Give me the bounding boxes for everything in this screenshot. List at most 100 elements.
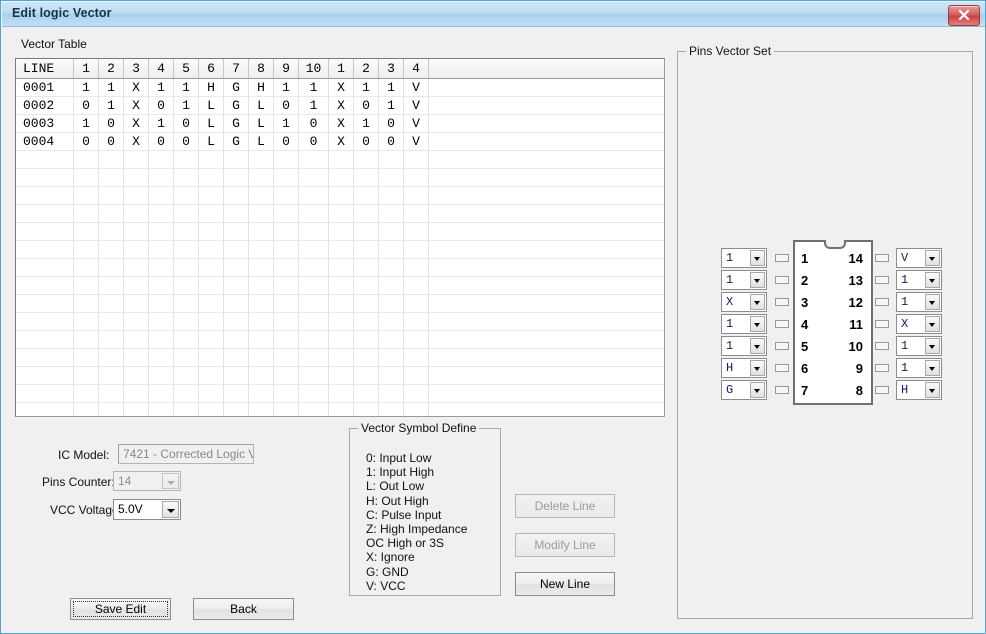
table-cell-empty[interactable] xyxy=(73,366,99,385)
chevron-down-icon[interactable] xyxy=(925,272,940,288)
table-cell-empty[interactable] xyxy=(98,330,124,349)
table-cell-empty[interactable] xyxy=(328,204,354,223)
table-cell[interactable]: 1 xyxy=(378,96,404,115)
table-cell-empty[interactable] xyxy=(73,402,99,416)
table-cell-empty[interactable] xyxy=(16,168,74,187)
table-cell-empty[interactable] xyxy=(248,312,274,331)
pin-3-select[interactable]: X xyxy=(721,292,767,312)
table-cell-empty[interactable] xyxy=(16,294,74,313)
table-row-empty[interactable] xyxy=(16,240,664,259)
table-cell[interactable]: 1 xyxy=(98,96,124,115)
table-cell[interactable]: 0 xyxy=(148,96,174,115)
table-cell-empty[interactable] xyxy=(198,222,224,241)
table-cell[interactable]: L xyxy=(248,96,274,115)
table-cell-empty[interactable] xyxy=(16,330,74,349)
chevron-down-icon[interactable] xyxy=(925,338,940,354)
table-cell-empty[interactable] xyxy=(16,366,74,385)
table-cell-empty[interactable] xyxy=(298,186,329,205)
table-cell-empty[interactable] xyxy=(248,348,274,367)
table-cell-empty[interactable] xyxy=(148,222,174,241)
table-cell-empty[interactable] xyxy=(223,222,249,241)
table-cell-empty[interactable] xyxy=(198,366,224,385)
pin-10-select[interactable]: 1 xyxy=(896,336,942,356)
table-cell[interactable]: 1 xyxy=(173,96,199,115)
table-cell-empty[interactable] xyxy=(273,204,299,223)
table-row-empty[interactable] xyxy=(16,222,664,241)
table-cell[interactable]: G xyxy=(223,96,249,115)
table-cell-empty[interactable] xyxy=(173,366,199,385)
table-cell-empty[interactable] xyxy=(248,222,274,241)
table-cell-empty[interactable] xyxy=(298,150,329,169)
table-cell-empty[interactable] xyxy=(198,384,224,403)
table-cell-empty[interactable] xyxy=(403,150,429,169)
table-cell-empty[interactable] xyxy=(273,384,299,403)
table-cell[interactable]: 1 xyxy=(73,78,99,97)
table-cell[interactable]: X xyxy=(328,96,354,115)
table-cell-line[interactable]: 0003 xyxy=(16,114,74,133)
table-cell-empty[interactable] xyxy=(98,222,124,241)
table-cell-empty[interactable] xyxy=(98,276,124,295)
table-cell-empty[interactable] xyxy=(173,294,199,313)
pin-2-select[interactable]: 1 xyxy=(721,270,767,290)
table-cell-empty[interactable] xyxy=(73,294,99,313)
table-cell-empty[interactable] xyxy=(148,330,174,349)
table-cell-empty[interactable] xyxy=(223,330,249,349)
table-cell-empty[interactable] xyxy=(223,204,249,223)
chevron-down-icon[interactable] xyxy=(750,338,765,354)
table-cell-empty[interactable] xyxy=(273,348,299,367)
table-cell-empty[interactable] xyxy=(148,204,174,223)
table-cell-empty[interactable] xyxy=(273,168,299,187)
chevron-down-icon[interactable] xyxy=(750,382,765,398)
table-cell-empty[interactable] xyxy=(353,276,379,295)
table-cell-empty[interactable] xyxy=(173,150,199,169)
table-cell-empty[interactable] xyxy=(378,330,404,349)
table-cell-empty[interactable] xyxy=(16,150,74,169)
table-cell-empty[interactable] xyxy=(378,222,404,241)
table-cell-empty[interactable] xyxy=(328,168,354,187)
table-cell[interactable]: 1 xyxy=(148,78,174,97)
table-cell[interactable]: V xyxy=(403,96,429,115)
table-cell-empty[interactable] xyxy=(378,258,404,277)
chevron-down-icon[interactable] xyxy=(925,360,940,376)
table-row-empty[interactable] xyxy=(16,384,664,403)
table-cell-empty[interactable] xyxy=(73,330,99,349)
table-cell-empty[interactable] xyxy=(298,168,329,187)
table-cell-empty[interactable] xyxy=(298,402,329,416)
table-cell-empty[interactable] xyxy=(273,366,299,385)
table-header-9-9[interactable]: 9 xyxy=(273,59,299,79)
back-button[interactable]: Back xyxy=(193,598,294,620)
table-cell-empty[interactable] xyxy=(353,348,379,367)
pin-9-select[interactable]: 1 xyxy=(896,358,942,378)
pin-5-select[interactable]: 1 xyxy=(721,336,767,356)
table-cell[interactable]: 1 xyxy=(353,78,379,97)
table-cell-empty[interactable] xyxy=(378,240,404,259)
table-cell-empty[interactable] xyxy=(198,204,224,223)
table-cell-empty[interactable] xyxy=(223,258,249,277)
table-cell-empty[interactable] xyxy=(223,276,249,295)
table-cell-empty[interactable] xyxy=(148,384,174,403)
table-cell-empty[interactable] xyxy=(98,240,124,259)
table-cell[interactable]: G xyxy=(223,114,249,133)
table-cell-empty[interactable] xyxy=(353,168,379,187)
table-cell-empty[interactable] xyxy=(16,222,74,241)
chevron-down-icon[interactable] xyxy=(750,360,765,376)
table-header-1-11[interactable]: 1 xyxy=(328,59,354,79)
table-cell-empty[interactable] xyxy=(298,384,329,403)
table-header-6-6[interactable]: 6 xyxy=(198,59,224,79)
table-body[interactable]: 0001 1 1 X 1 1 H G H 1 1 X 1 1 V 0002 0 1 X 0 1 L G L 0 1 X 0 1 V 0003… xyxy=(16,78,664,416)
table-cell-empty[interactable] xyxy=(73,222,99,241)
table-cell[interactable]: 1 xyxy=(298,96,329,115)
table-header-2-2[interactable]: 2 xyxy=(98,59,124,79)
table-header-3-3[interactable]: 3 xyxy=(123,59,149,79)
table-cell[interactable]: X xyxy=(123,114,149,133)
table-cell-empty[interactable] xyxy=(403,258,429,277)
table-cell-empty[interactable] xyxy=(378,150,404,169)
table-cell-empty[interactable] xyxy=(98,402,124,416)
table-row-empty[interactable] xyxy=(16,204,664,223)
table-cell-empty[interactable] xyxy=(148,294,174,313)
table-cell-empty[interactable] xyxy=(173,240,199,259)
pin-13-select[interactable]: 1 xyxy=(896,270,942,290)
pin-8-select[interactable]: H xyxy=(896,380,942,400)
table-cell-empty[interactable] xyxy=(328,222,354,241)
table-cell-empty[interactable] xyxy=(123,276,149,295)
